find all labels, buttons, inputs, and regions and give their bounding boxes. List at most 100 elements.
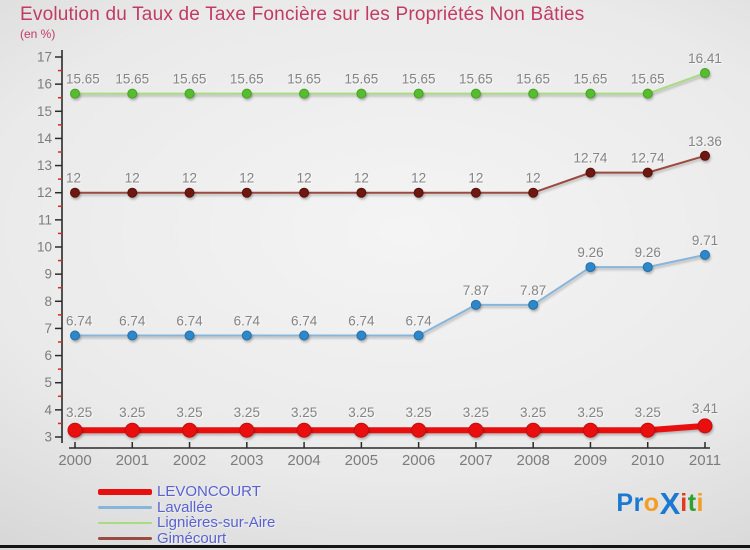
data-point-Lignières-sur-Aire — [413, 88, 424, 99]
value-label-Lignières-sur-Aire: 15.65 — [574, 72, 608, 87]
y-tick-label: 6 — [44, 348, 52, 363]
data-point-Lavallée — [356, 330, 367, 341]
data-point-Gimécourt — [127, 187, 138, 198]
data-point-Lignières-sur-Aire — [184, 88, 195, 99]
data-point-Gimécourt — [585, 167, 596, 178]
value-label-Gimécourt: 12 — [66, 171, 81, 186]
value-label-Lavallée: 9.71 — [692, 233, 718, 248]
value-label-Lavallée: 6.74 — [291, 313, 318, 328]
logo-letter: i — [696, 489, 704, 517]
x-tick-label: 2007 — [459, 452, 492, 469]
value-label-LEVONCOURT: 3.25 — [66, 405, 92, 420]
legend-item-Gimécourt: Gimécourt — [98, 531, 275, 547]
y-tick-label: 15 — [37, 104, 52, 119]
data-point-Lignières-sur-Aire — [585, 88, 596, 99]
y-tick-label: 8 — [44, 294, 52, 309]
data-point-LEVONCOURT — [697, 418, 713, 434]
value-label-Lavallée: 6.74 — [234, 313, 261, 328]
value-label-Lignières-sur-Aire: 15.65 — [631, 72, 665, 87]
y-tick-label: 3 — [44, 430, 52, 445]
value-label-Gimécourt: 12 — [125, 171, 140, 186]
value-label-Gimécourt: 12 — [468, 171, 483, 186]
value-label-Lavallée: 6.74 — [176, 313, 203, 328]
value-label-Gimécourt: 12 — [297, 171, 312, 186]
proxiti-logo[interactable]: ProXiti — [616, 488, 704, 519]
value-label-Lignières-sur-Aire: 15.65 — [230, 72, 264, 87]
data-point-Gimécourt — [299, 187, 310, 198]
data-point-Gimécourt — [470, 187, 481, 198]
data-point-Gimécourt — [184, 187, 195, 198]
x-tick-label: 2000 — [58, 452, 91, 469]
data-point-Lignières-sur-Aire — [127, 88, 138, 99]
value-label-LEVONCOURT: 3.25 — [405, 405, 431, 420]
data-point-Gimécourt — [700, 150, 710, 161]
value-label-Lavallée: 6.74 — [405, 313, 432, 328]
data-point-LEVONCOURT — [468, 422, 484, 438]
value-label-Lavallée: 7.87 — [520, 283, 546, 298]
data-point-Lavallée — [127, 330, 138, 341]
chart-legend: LEVONCOURT Lavallée Lignières-sur-Aire Gimé… — [98, 484, 275, 546]
value-label-LEVONCOURT: 3.25 — [520, 405, 546, 420]
data-point-Lignières-sur-Aire — [70, 88, 80, 99]
value-label-LEVONCOURT: 3.25 — [176, 405, 202, 420]
x-tick-label: 2004 — [287, 452, 320, 469]
legend-label: Lavallée — [157, 498, 213, 516]
value-label-Gimécourt: 12 — [354, 171, 369, 186]
data-point-LEVONCOURT — [582, 422, 598, 438]
value-label-LEVONCOURT: 3.25 — [463, 405, 489, 420]
y-tick-label: 10 — [37, 240, 52, 255]
logo-letter: i — [680, 489, 688, 517]
value-label-Lignières-sur-Aire: 15.65 — [115, 72, 149, 87]
data-point-LEVONCOURT — [182, 422, 198, 438]
value-label-Lignières-sur-Aire: 15.65 — [516, 72, 550, 87]
data-point-Lignières-sur-Aire — [241, 88, 252, 99]
data-point-LEVONCOURT — [124, 422, 140, 438]
y-tick-label: 17 — [37, 50, 52, 65]
y-tick-label: 11 — [38, 212, 52, 227]
data-point-Lavallée — [470, 299, 481, 310]
value-label-LEVONCOURT: 3.41 — [692, 401, 718, 416]
value-label-Lavallée: 7.87 — [463, 283, 489, 298]
value-label-Gimécourt: 12.74 — [574, 151, 608, 166]
data-point-Lavallée — [528, 299, 539, 310]
data-point-Lavallée — [184, 330, 195, 341]
data-point-Lavallée — [413, 330, 424, 341]
value-label-Lignières-sur-Aire: 15.65 — [287, 72, 321, 87]
legend-item-Lavallée: Lavallée — [98, 500, 275, 516]
y-tick-label: 9 — [44, 267, 52, 282]
legend-label: LEVONCOURT — [157, 483, 261, 501]
series-line-Lignières-sur-Aire — [74, 72, 706, 95]
series-line-Lavallée — [74, 253, 706, 337]
data-point-Gimécourt — [356, 187, 367, 198]
value-label-Gimécourt: 12 — [526, 171, 541, 186]
value-label-LEVONCOURT: 3.25 — [348, 405, 374, 420]
data-point-Gimécourt — [413, 187, 424, 198]
data-point-Gimécourt — [642, 167, 653, 178]
value-label-Lignières-sur-Aire: 15.65 — [344, 72, 378, 87]
data-point-LEVONCOURT — [239, 422, 255, 438]
data-point-Lavallée — [642, 262, 653, 273]
data-point-Gimécourt — [241, 187, 252, 198]
logo-letter: P — [616, 489, 634, 517]
y-tick-label: 13 — [37, 158, 52, 173]
value-label-Gimécourt: 12.74 — [631, 151, 665, 166]
value-label-Lignières-sur-Aire: 16.41 — [688, 51, 722, 66]
value-label-Lignières-sur-Aire: 15.65 — [459, 72, 493, 87]
value-label-Lavallée: 9.26 — [577, 245, 603, 260]
data-point-Lavallée — [700, 249, 710, 260]
data-point-Lignières-sur-Aire — [700, 68, 710, 79]
value-label-Lavallée: 9.26 — [635, 245, 661, 260]
legend-swatch — [98, 521, 152, 524]
value-label-Lavallée: 6.74 — [119, 313, 146, 328]
x-tick-label: 2010 — [631, 452, 664, 469]
data-point-LEVONCOURT — [296, 422, 312, 438]
y-tick-label: 7 — [44, 321, 52, 336]
legend-swatch — [98, 506, 152, 509]
y-tick-label: 5 — [44, 375, 52, 390]
legend-swatch — [98, 537, 152, 540]
data-point-Lignières-sur-Aire — [528, 88, 539, 99]
bottom-border — [0, 545, 750, 548]
x-tick-label: 2008 — [516, 452, 549, 469]
legend-swatch — [98, 488, 152, 495]
